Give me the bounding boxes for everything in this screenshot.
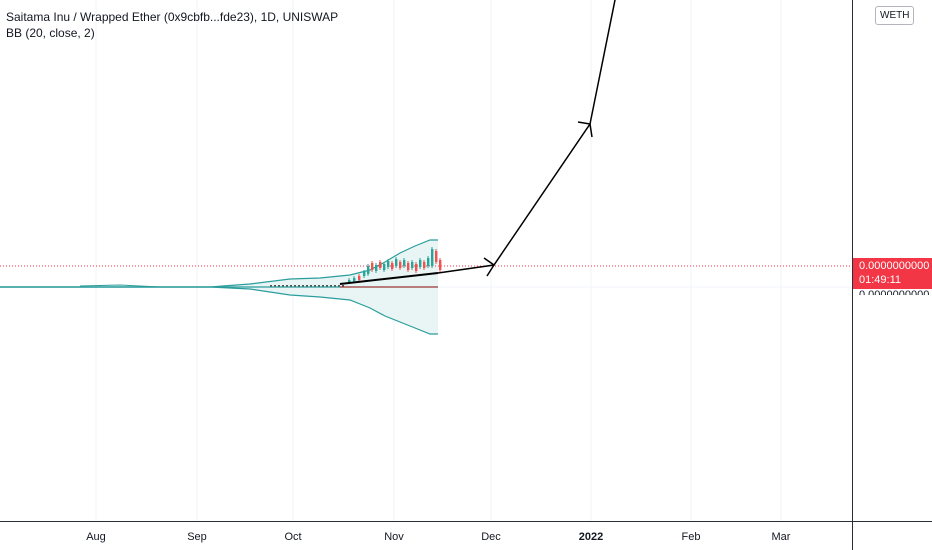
candle-body <box>367 266 370 274</box>
candle-flat <box>314 285 316 287</box>
candle-body <box>415 264 418 271</box>
trend-line-drawing <box>339 272 439 285</box>
candle-flat <box>322 285 324 287</box>
candle-flat <box>318 285 320 287</box>
candle-body <box>375 265 378 271</box>
candle-flat <box>338 285 340 287</box>
time-label-oct: Oct <box>284 531 302 543</box>
time-label-mar: Mar <box>771 531 791 543</box>
candle-flat <box>302 285 304 287</box>
chart-pane[interactable]: Saitama Inu / Wrapped Ether (0x9cbfb...f… <box>0 0 852 521</box>
bollinger-early-bulge <box>79 284 161 288</box>
candle-body <box>431 249 434 266</box>
candle-flat <box>294 285 296 287</box>
candle-flat <box>326 285 328 287</box>
time-label-2022: 2022 <box>578 531 604 543</box>
candle-flat <box>330 285 332 287</box>
candle-flat <box>274 285 276 287</box>
last-price-value: 0.0000000000 <box>859 260 930 272</box>
candle-body <box>407 263 410 270</box>
candle-flat <box>342 285 344 287</box>
candle-body <box>435 251 438 262</box>
candle-body <box>383 264 386 270</box>
chart-canvas[interactable] <box>0 0 852 521</box>
currency-badge[interactable]: WETH <box>875 6 915 25</box>
candle-flat <box>298 285 300 287</box>
candle-body <box>391 263 394 269</box>
scale-corner <box>852 521 932 550</box>
candle-body <box>395 259 398 266</box>
candle-body <box>371 263 374 270</box>
time-label-dec: Dec <box>481 531 501 543</box>
time-scale[interactable]: Aug Sep Oct Nov Dec 2022 Feb Mar <box>0 521 852 550</box>
axis-price-label: 0.0000000000 <box>859 289 930 295</box>
arrow-head-drawing <box>483 257 496 277</box>
time-label-feb: Feb <box>681 531 701 543</box>
candle-body <box>358 276 361 280</box>
candle-flat <box>334 285 336 287</box>
candle-flat <box>286 285 288 287</box>
time-label-sep: Sep <box>187 531 207 543</box>
symbol-legend-title[interactable]: Saitama Inu / Wrapped Ether (0x9cbfb...f… <box>6 10 339 24</box>
candle-flat <box>278 285 280 287</box>
time-label-aug: Aug <box>86 531 106 543</box>
candle-flat <box>306 285 308 287</box>
candle-body <box>379 262 382 268</box>
candle-body <box>427 258 430 266</box>
arrow-head-drawing <box>577 121 593 138</box>
indicator-legend[interactable]: BB (20, close, 2) <box>6 26 95 40</box>
candle-flat <box>310 285 312 287</box>
time-label-nov: Nov <box>384 531 404 543</box>
projection-path-drawing <box>437 0 616 274</box>
candle-flat <box>290 285 292 287</box>
candle-body <box>411 262 414 268</box>
last-price-label: 0.0000000000 01:49:11 <box>853 258 932 289</box>
candle-body <box>353 278 356 281</box>
candle-body <box>399 262 402 268</box>
candle-body <box>403 260 406 266</box>
candle-body <box>363 272 366 276</box>
candle-body <box>419 260 422 267</box>
candle-body <box>439 260 442 270</box>
bar-countdown: 01:49:11 <box>859 274 902 286</box>
candle-flat <box>270 285 272 287</box>
candle-body <box>387 261 390 267</box>
candle-flat <box>282 285 284 287</box>
candle-body <box>423 262 426 268</box>
candle-body <box>348 280 351 282</box>
